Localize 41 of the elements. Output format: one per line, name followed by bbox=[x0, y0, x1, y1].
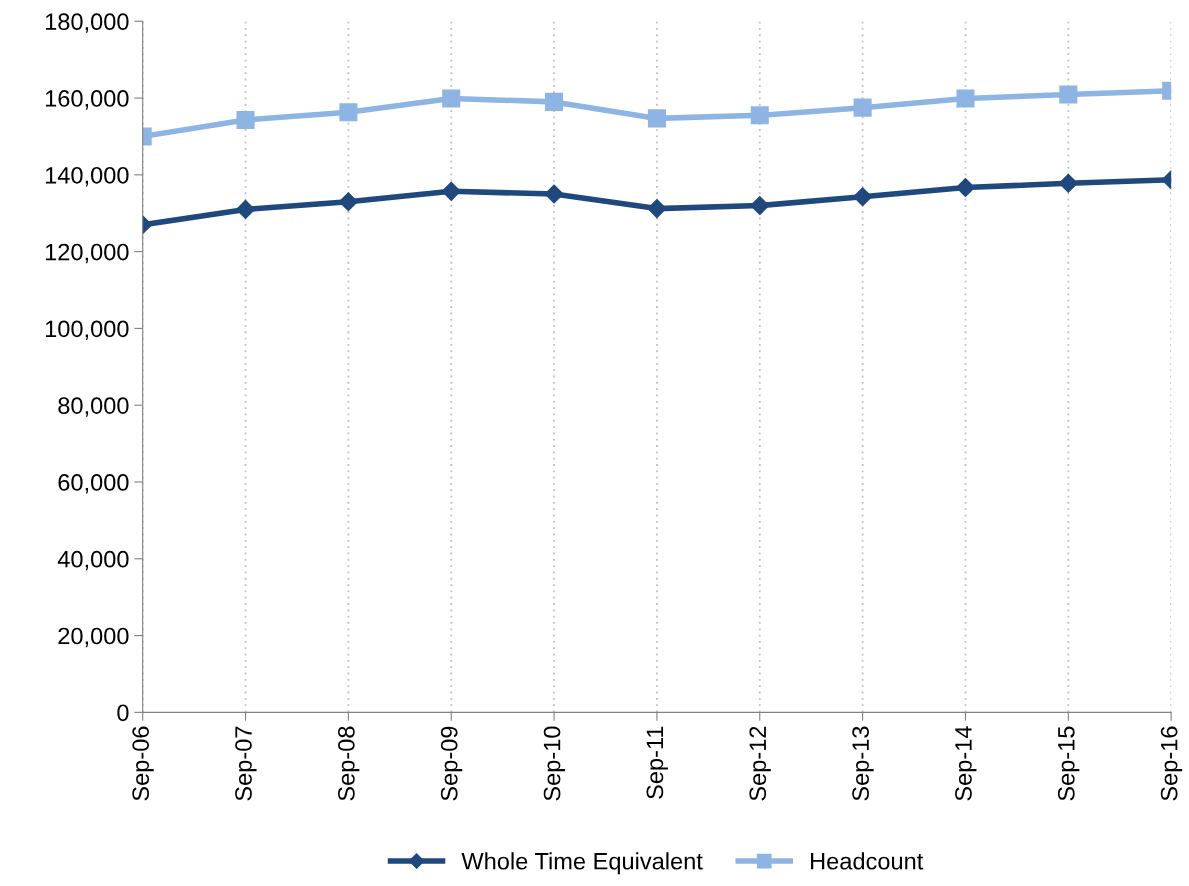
x-tick-label: Sep-14 bbox=[955, 726, 977, 801]
y-tick-label: 60,000 bbox=[58, 474, 129, 494]
point bbox=[647, 199, 667, 219]
x-tick-label: Sep-07 bbox=[235, 726, 257, 801]
x-tick-label: Sep-15 bbox=[1057, 726, 1080, 801]
y-tick-label: 140,000 bbox=[45, 166, 129, 187]
point bbox=[853, 187, 873, 207]
x-tick-label: Sep-10 bbox=[543, 726, 566, 801]
y-tick-label: 40,000 bbox=[57, 550, 129, 571]
x-tick-label: Sep-11 bbox=[646, 726, 668, 799]
y-tick-label: 80,000 bbox=[58, 397, 129, 417]
legend-label: Whole Time Equivalent bbox=[461, 852, 703, 875]
point bbox=[853, 98, 872, 117]
point bbox=[545, 92, 564, 111]
point bbox=[442, 89, 461, 108]
point bbox=[750, 106, 769, 125]
x-tick-label: Sep-13 bbox=[852, 726, 874, 801]
y-tick-label: 100,000 bbox=[45, 320, 129, 340]
x-tick-label: Sep-09 bbox=[440, 726, 463, 801]
y-tick-label: 160,000 bbox=[45, 90, 129, 110]
point bbox=[338, 192, 358, 212]
y-tick-label: 0 bbox=[117, 704, 129, 722]
legend-label: Headcount bbox=[811, 852, 924, 870]
point bbox=[647, 109, 666, 128]
x-tick-label: Sep-08 bbox=[338, 726, 360, 801]
point bbox=[544, 184, 564, 204]
point bbox=[236, 110, 255, 129]
point bbox=[441, 181, 461, 201]
x-tick-label: Sep-06 bbox=[132, 726, 154, 801]
x-tick-label: Sep-12 bbox=[749, 726, 771, 801]
y-tick-label: 120,000 bbox=[45, 243, 129, 264]
point bbox=[955, 177, 976, 198]
point bbox=[1058, 173, 1078, 193]
x-tick-label: Sep-16 bbox=[1160, 726, 1183, 801]
point bbox=[339, 103, 358, 122]
y-tick-label: 20,000 bbox=[58, 627, 129, 648]
point bbox=[235, 199, 256, 219]
point bbox=[956, 89, 975, 108]
point bbox=[750, 196, 770, 216]
point bbox=[1059, 85, 1078, 104]
y-tick-label: 180,000 bbox=[45, 13, 129, 33]
